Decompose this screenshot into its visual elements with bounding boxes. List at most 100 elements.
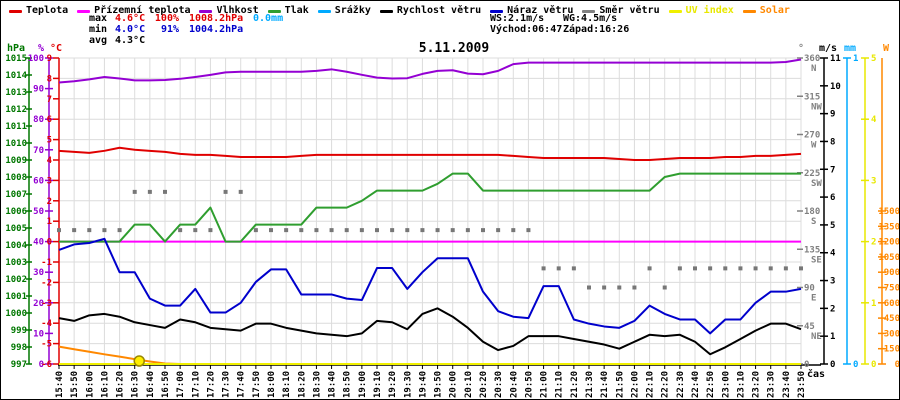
series-point-smer-vetru [450,228,455,233]
series-naraz-vetru [58,237,802,335]
humidity-axis-label: 10 [33,329,44,339]
series-point-smer-vetru [481,228,485,233]
series-point-smer-vetru [662,285,667,290]
time-label: 17:10 [191,371,201,398]
time-label: 16:30 [131,371,141,398]
pressure-axis-label: 1001 [5,292,27,302]
time-label: 23:50 [797,371,807,398]
wind-axis-label: 8 [830,137,835,147]
legend-swatch-vlhkost [199,9,213,13]
pressure-axis-label: 1003 [5,258,27,268]
legend-item-tlak: Tlak [267,6,309,16]
time-label: 20:40 [509,371,519,398]
temperature-axis-label: -2 [41,278,52,288]
stats-max-pressure: 1008.2hPa [189,13,244,24]
wind-axis-label: 9 [830,110,835,120]
time-label: 21:40 [600,371,610,398]
wind-axis-label: 6 [830,193,835,203]
solar-axis-label: 450 [884,314,899,324]
solar-axis-label: 0 [895,360,899,370]
series-point-smer-vetru [768,266,773,271]
legend-swatch-srazky [317,9,331,13]
wind-axis-label: 10 [830,82,841,92]
time-label: 19:20 [388,371,398,398]
legend-item-smer-vetru: Směr větru [582,5,660,16]
series-point-smer-vetru [329,228,334,233]
stats-max-temp: 4.6°C [115,13,146,24]
legend-item-naraz-vetru: Náraz větru [490,6,573,16]
series-point-smer-vetru [253,228,258,233]
time-label: 20:50 [524,371,534,398]
pressure-axis-label: 1000 [5,309,27,319]
humidity-axis-label: 20 [33,299,44,309]
stats-min-pressure: 1004.2hPa [189,24,244,35]
series-point-smer-vetru [208,228,213,233]
uv-axis-label: 1 [871,299,876,309]
series-point-smer-vetru [102,228,107,233]
legend-label-smer-vetru: Směr větru [599,5,660,16]
uv-axis-label: 2 [871,238,876,248]
time-label: 18:20 [297,371,307,398]
legend-item-prizemni-teplota: Přízemní teplota [77,6,190,16]
time-label: 15:40 [55,371,65,398]
time-label: 20:00 [449,371,459,398]
pressure-axis-label: 1005 [5,224,27,234]
time-label: 19:30 [403,371,413,398]
legend-label-uv-index: UV index [685,5,734,16]
rain-axis-label: 0 [853,360,858,370]
series-point-smer-vetru [541,266,546,271]
time-label: 22:10 [646,371,656,398]
pressure-axis-label: 1013 [5,88,27,98]
series-point-smer-vetru [117,228,122,233]
solar-axis-label: 600 [884,299,899,309]
legend-swatch-prizemni-teplota [77,9,91,13]
axis-header-watt: W [883,43,890,54]
direction-axis-compass: NE [811,332,822,342]
series-point-smer-vetru [405,228,410,233]
time-label: 23:30 [767,371,777,398]
legend-label-solar: Solar [759,5,790,16]
series-point-smer-vetru [677,266,682,271]
time-label: 21:30 [585,371,595,398]
direction-axis-compass: SE [811,255,822,265]
series-point-smer-vetru [147,189,152,194]
series-point-smer-vetru [420,228,425,233]
time-label: 23:40 [782,371,792,398]
solar-axis-label: 1350 [878,222,899,232]
humidity-axis-label: 70 [33,146,44,156]
time-label: 20:10 [464,371,474,398]
series-point-smer-vetru [571,266,576,271]
legend-swatch-rychlost-vetru [379,9,393,13]
time-label: 22:40 [691,371,701,398]
legend-label-srazky: Srážky [334,5,371,16]
sunset-marker [133,355,146,367]
series-rychlost-vetru [58,307,802,356]
direction-axis-label: 45 [804,322,815,332]
uv-axis-label: 4 [871,115,877,125]
pressure-axis-label: 1014 [5,71,27,81]
solar-axis-label: 900 [884,268,899,278]
solar-axis-label: 1050 [878,253,899,263]
legend-item-rychlost-vetru: Rychlost větru [379,5,482,16]
direction-axis-label: 270 [804,131,820,141]
series-teplota [58,146,802,161]
time-label: 18:50 [343,371,353,398]
series-point-smer-vetru [284,228,289,233]
series-point-smer-vetru [556,266,561,271]
series-point-smer-vetru [223,189,228,194]
solar-axis-label: 150 [884,345,899,355]
legend-label-rychlost-vetru: Rychlost větru [396,5,482,16]
legend-label-prizemni-teplota: Přízemní teplota [94,5,191,16]
series-point-smer-vetru [647,266,652,271]
pressure-axis-label: 999 [11,326,27,336]
series-point-smer-vetru [299,228,304,233]
legend-swatch-uv-index [668,9,682,13]
humidity-axis-label: 80 [33,115,44,125]
time-label: 23:10 [736,371,746,398]
legend-item-vlhkost: Vlhkost [199,6,259,16]
stats-min-label: min [89,24,108,35]
time-label: 16:00 [85,371,95,398]
legend-swatch-solar [742,9,756,13]
